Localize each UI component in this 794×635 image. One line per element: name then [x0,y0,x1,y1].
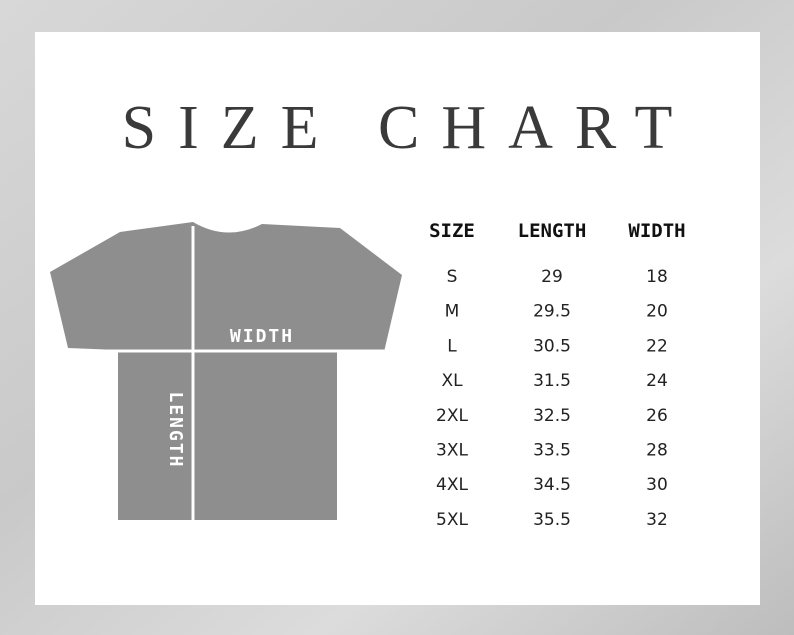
table-cell: 4XL [436,475,468,495]
table-cell: 29.5 [533,302,571,322]
table-cell: L [447,336,457,356]
table-cell: 33.5 [533,441,571,461]
table-cell: 32.5 [533,406,571,426]
table-cell: 18 [646,267,668,287]
table-cell: 28 [646,441,668,461]
table-cell: 24 [646,371,668,391]
size-table: SIZE LENGTH WIDTH S 29 18 M 29.5 20 L 30.5 22 XL 31.5… [429,220,685,530]
table-cell: 22 [646,336,668,356]
table-cell: 35.5 [533,510,571,530]
title: SIZE CHART [122,94,695,162]
table-cell: S [447,267,458,287]
table-cell: M [445,302,460,322]
table-cell: 3XL [436,441,468,461]
width-label: WIDTH [230,326,294,347]
table-cell: XL [441,371,463,391]
column-header: WIDTH [628,220,685,242]
table-cell: 26 [646,406,668,426]
column-header: LENGTH [518,220,587,242]
table-cell: 5XL [436,510,468,530]
column-header: SIZE [429,220,475,242]
length-label: LENGTH [165,391,186,468]
table-cell: 32 [646,510,668,530]
table-cell: 30 [646,475,668,495]
table-cell: 30.5 [533,336,571,356]
table-cell: 29 [541,267,563,287]
t-shirt [50,222,402,520]
table-cell: 20 [646,302,668,322]
table-cell: 31.5 [533,371,571,391]
table-cell: 34.5 [533,475,571,495]
table-cell: 2XL [436,406,468,426]
